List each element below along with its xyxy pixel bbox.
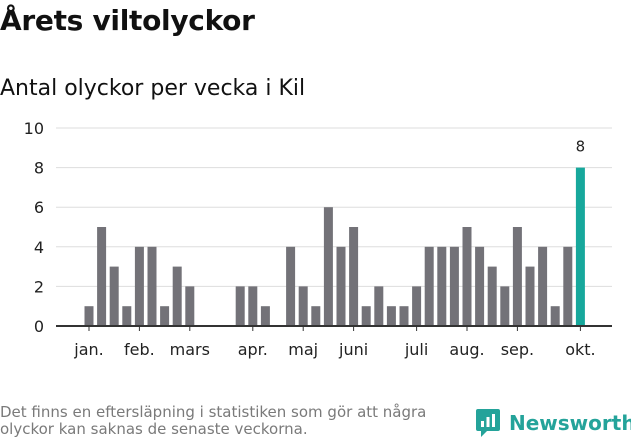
bar: [424, 246, 434, 326]
bar: [399, 306, 409, 326]
bar: [437, 246, 447, 326]
footnote: Det finns en eftersläpning i statistiken…: [0, 403, 427, 438]
bar: [500, 286, 510, 326]
data-label: 8: [576, 138, 586, 156]
highlight-bar: [575, 167, 585, 326]
bar: [97, 227, 107, 326]
x-tick-label: okt.: [565, 340, 595, 359]
y-tick-label: 2: [34, 277, 44, 296]
bar: [235, 286, 245, 326]
bar: [84, 306, 94, 326]
bar: [160, 306, 170, 326]
bar: [349, 227, 359, 326]
bar: [386, 306, 396, 326]
bar: [412, 286, 422, 326]
bar: [374, 286, 384, 326]
bar: [487, 266, 497, 326]
bar: [260, 306, 270, 326]
bar: [311, 306, 321, 326]
x-tick-label: sep.: [501, 340, 534, 359]
bar: [248, 286, 258, 326]
chart-subtitle: Antal olyckor per vecka i Kil: [0, 76, 306, 101]
bar: [134, 246, 144, 326]
y-tick-label: 8: [34, 159, 44, 178]
brand-name: Newsworthy: [509, 411, 631, 435]
bar: [449, 246, 459, 326]
bar: [525, 266, 535, 326]
bar: [185, 286, 195, 326]
bar: [147, 246, 157, 326]
x-tick-label: apr.: [238, 340, 268, 359]
weekly-accidents-bar-chart: 0 2 4 6 8 10 8 jan. feb. mars apr. maj juni juli aug. s…: [24, 119, 612, 359]
bar: [563, 246, 573, 326]
x-tick-label: mars: [170, 340, 210, 359]
y-tick-label: 4: [34, 238, 44, 257]
y-tick-label: 0: [34, 317, 44, 336]
bar: [323, 207, 333, 326]
bar: [109, 266, 119, 326]
bar: [122, 306, 132, 326]
bar: [286, 246, 296, 326]
bar: [298, 286, 308, 326]
newsworthy-brand[interactable]: Newsworthy: [475, 407, 631, 439]
x-tick-label: aug.: [449, 340, 484, 359]
x-tick-label: maj: [288, 340, 318, 359]
bar: [512, 227, 522, 326]
bar: [475, 246, 485, 326]
x-tick-label: juli: [404, 340, 428, 359]
bar: [550, 306, 560, 326]
bar: [172, 266, 182, 326]
y-tick-label: 10: [24, 119, 44, 138]
bar: [538, 246, 548, 326]
bar: [462, 227, 472, 326]
newsworthy-logo-icon: [476, 409, 500, 437]
y-tick-label: 6: [34, 198, 44, 217]
bar: [336, 246, 346, 326]
x-tick-label: feb.: [124, 340, 155, 359]
chart-title: Årets viltolyckor: [0, 4, 255, 37]
bar: [361, 306, 371, 326]
x-tick-label: jan.: [73, 340, 103, 359]
x-tick-label: juni: [338, 340, 368, 359]
